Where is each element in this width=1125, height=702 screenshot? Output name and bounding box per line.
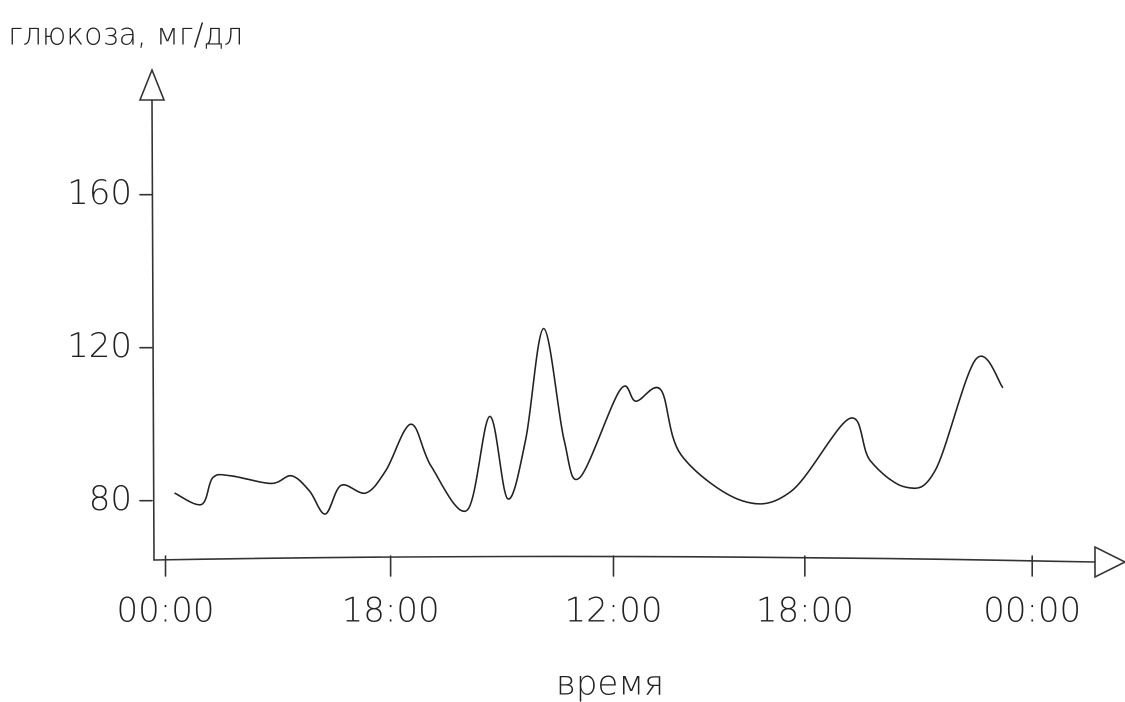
x-axis: [153, 555, 1096, 563]
glucose-line: [174, 327, 1004, 515]
y-tick-label: 160: [67, 173, 132, 213]
x-tick-label: 00:00: [983, 591, 1081, 631]
x-tick-label: 18:00: [756, 591, 854, 631]
y-arrow: [138, 67, 166, 101]
y-axis-title: глюкоза, мг/дл: [8, 18, 243, 53]
y-tick-label: 80: [89, 479, 132, 519]
x-tick-label: 12:00: [564, 591, 662, 631]
y-axis: [151, 99, 155, 561]
x-axis-title: время: [556, 664, 664, 702]
x-tick-label: 00:00: [117, 591, 215, 631]
x-tick-label: 18:00: [342, 591, 440, 631]
y-tick-label: 120: [67, 326, 132, 366]
x-arrow: [1094, 545, 1125, 579]
